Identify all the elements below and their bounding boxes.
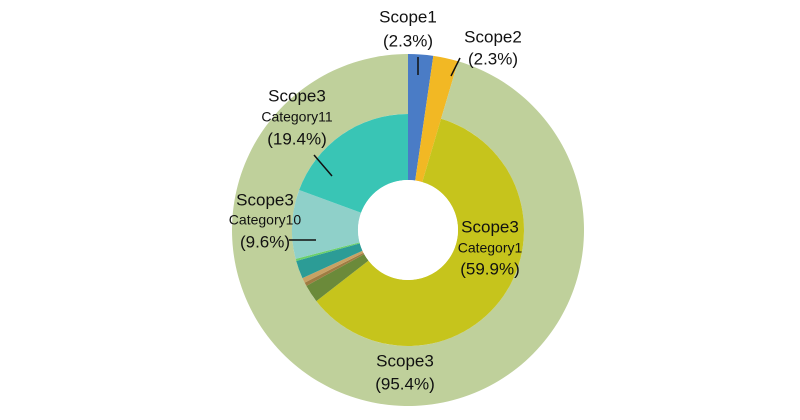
inner-slice	[292, 190, 362, 259]
inner-slice	[302, 250, 364, 283]
leader-line	[450, 57, 461, 77]
inner-slice	[306, 254, 369, 302]
label-name: Category10	[229, 212, 302, 228]
value-label: (9.6%)	[240, 232, 290, 251]
label-name: Scope2	[464, 27, 522, 46]
inner-slice	[316, 118, 524, 347]
label-name: Category11	[261, 109, 333, 125]
value-label: (95.4%)	[375, 374, 435, 393]
label-name: Scope3	[376, 351, 434, 370]
inner-slice	[296, 243, 363, 279]
label-group: Scope3	[461, 217, 519, 236]
donut-hole	[358, 180, 458, 280]
label-group: Scope3	[268, 86, 326, 105]
label-name: Scope1	[379, 7, 437, 26]
outer-slice	[408, 54, 434, 181]
label-group: Scope3	[236, 190, 294, 209]
inner-slice	[295, 242, 360, 261]
value-label: (2.3%)	[383, 31, 433, 50]
value-label: (59.9%)	[460, 259, 520, 278]
outer-slice	[231, 54, 584, 406]
inner-slice	[299, 114, 408, 213]
outer-slice	[415, 55, 459, 183]
value-label: (19.4%)	[267, 129, 327, 148]
value-label: (2.3%)	[468, 49, 518, 68]
leader-line	[313, 154, 333, 177]
inner-slice	[304, 252, 365, 286]
label-name: Category1	[458, 240, 523, 256]
